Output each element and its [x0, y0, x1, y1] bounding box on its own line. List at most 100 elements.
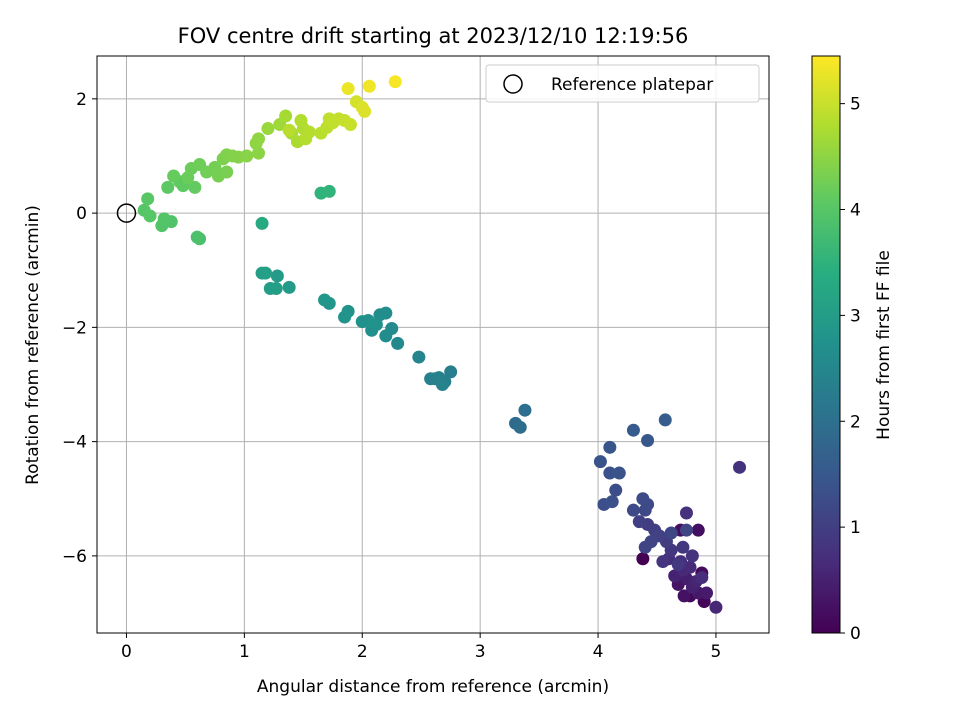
data-point [391, 336, 405, 350]
data-point [632, 515, 646, 529]
data-point [603, 440, 617, 454]
legend: Reference platepar [485, 64, 760, 103]
y-tick-label: 2 [76, 90, 87, 110]
data-point [362, 79, 376, 93]
data-point [188, 180, 202, 194]
data-point [294, 114, 308, 128]
data-point [626, 423, 640, 437]
data-point [691, 523, 705, 537]
x-axis-ticks: 0 1 2 3 4 5 [121, 633, 721, 662]
data-point [341, 82, 355, 96]
data-point [167, 169, 181, 183]
data-point [636, 492, 650, 506]
colorbar-label: Hours from first FF file [874, 250, 894, 440]
data-point [444, 365, 458, 379]
data-point [695, 571, 709, 585]
data-point [261, 122, 275, 136]
chart-title: FOV centre drift starting at 2023/12/10 … [178, 24, 689, 48]
data-point [513, 420, 527, 434]
x-axis-label: Angular distance from reference (arcmin) [257, 677, 609, 697]
data-point [240, 149, 254, 163]
data-point [685, 549, 699, 563]
scatter-points [137, 75, 747, 614]
y-axis-label: Rotation from reference (arcmin) [23, 205, 43, 485]
y-tick-label: −2 [62, 318, 87, 338]
data-point [644, 535, 658, 549]
data-point [664, 526, 678, 540]
data-point [709, 600, 723, 614]
data-point [658, 413, 672, 427]
data-point [282, 123, 296, 137]
legend-marker-icon [503, 74, 523, 94]
data-point [355, 315, 369, 329]
x-tick-label: 2 [357, 642, 368, 662]
data-point [636, 552, 650, 566]
data-point [141, 192, 155, 206]
data-point [593, 455, 607, 469]
data-point [641, 433, 655, 447]
colorbar-ticks: 0 1 2 3 4 5 [840, 95, 861, 644]
data-point [676, 540, 690, 554]
x-tick-label: 4 [593, 642, 604, 662]
colorbar-tick-label: 1 [850, 518, 861, 538]
data-point [302, 125, 316, 139]
data-point [412, 350, 426, 364]
data-point [626, 503, 640, 517]
data-point [379, 329, 393, 343]
data-point [255, 216, 269, 230]
data-point [733, 460, 747, 474]
colorbar-tick-label: 2 [850, 412, 861, 432]
colorbar-gradient [811, 55, 841, 634]
y-tick-label: 0 [76, 204, 87, 224]
colorbar-tick-label: 0 [850, 624, 861, 644]
data-point [671, 557, 685, 571]
data-point [270, 269, 284, 283]
data-point [322, 184, 336, 198]
data-point [259, 266, 273, 280]
data-point [683, 560, 697, 574]
data-point [252, 132, 266, 146]
data-point [605, 495, 619, 509]
x-tick-label: 1 [239, 642, 250, 662]
axes-frame [96, 55, 770, 634]
data-point [338, 310, 352, 324]
colorbar-tick-label: 5 [850, 95, 861, 115]
data-point [252, 146, 266, 160]
colorbar-tick-label: 4 [850, 201, 861, 221]
legend-label: Reference platepar [551, 75, 713, 95]
data-point [343, 118, 357, 132]
data-point [679, 506, 693, 520]
data-point [190, 230, 204, 244]
data-point [220, 165, 234, 179]
data-point [318, 293, 332, 307]
data-point [379, 306, 393, 320]
data-point [143, 209, 157, 223]
data-point [518, 403, 532, 417]
data-point [603, 466, 617, 480]
data-point [679, 523, 693, 537]
data-point [388, 75, 402, 89]
data-point [677, 589, 691, 603]
data-point [612, 466, 626, 480]
colorbar-tick-label: 3 [850, 306, 861, 326]
x-tick-label: 0 [121, 642, 132, 662]
data-point [269, 282, 283, 296]
y-axis-ticks: 2 0 −2 −4 −6 [62, 90, 97, 567]
data-point [161, 180, 175, 194]
data-point [358, 104, 372, 118]
y-tick-label: −4 [62, 433, 87, 453]
data-point [609, 483, 623, 497]
y-tick-label: −6 [62, 547, 87, 567]
x-tick-label: 5 [711, 642, 722, 662]
data-point [656, 555, 670, 569]
legend-box [485, 64, 760, 103]
reference-platepar-marker [116, 203, 137, 223]
colorbar: 0 1 2 3 4 5 Hours from first FF file [811, 55, 894, 644]
data-point [700, 586, 714, 600]
data-point [282, 280, 296, 294]
data-point [435, 377, 449, 391]
x-tick-label: 3 [475, 642, 486, 662]
data-point [157, 212, 171, 226]
